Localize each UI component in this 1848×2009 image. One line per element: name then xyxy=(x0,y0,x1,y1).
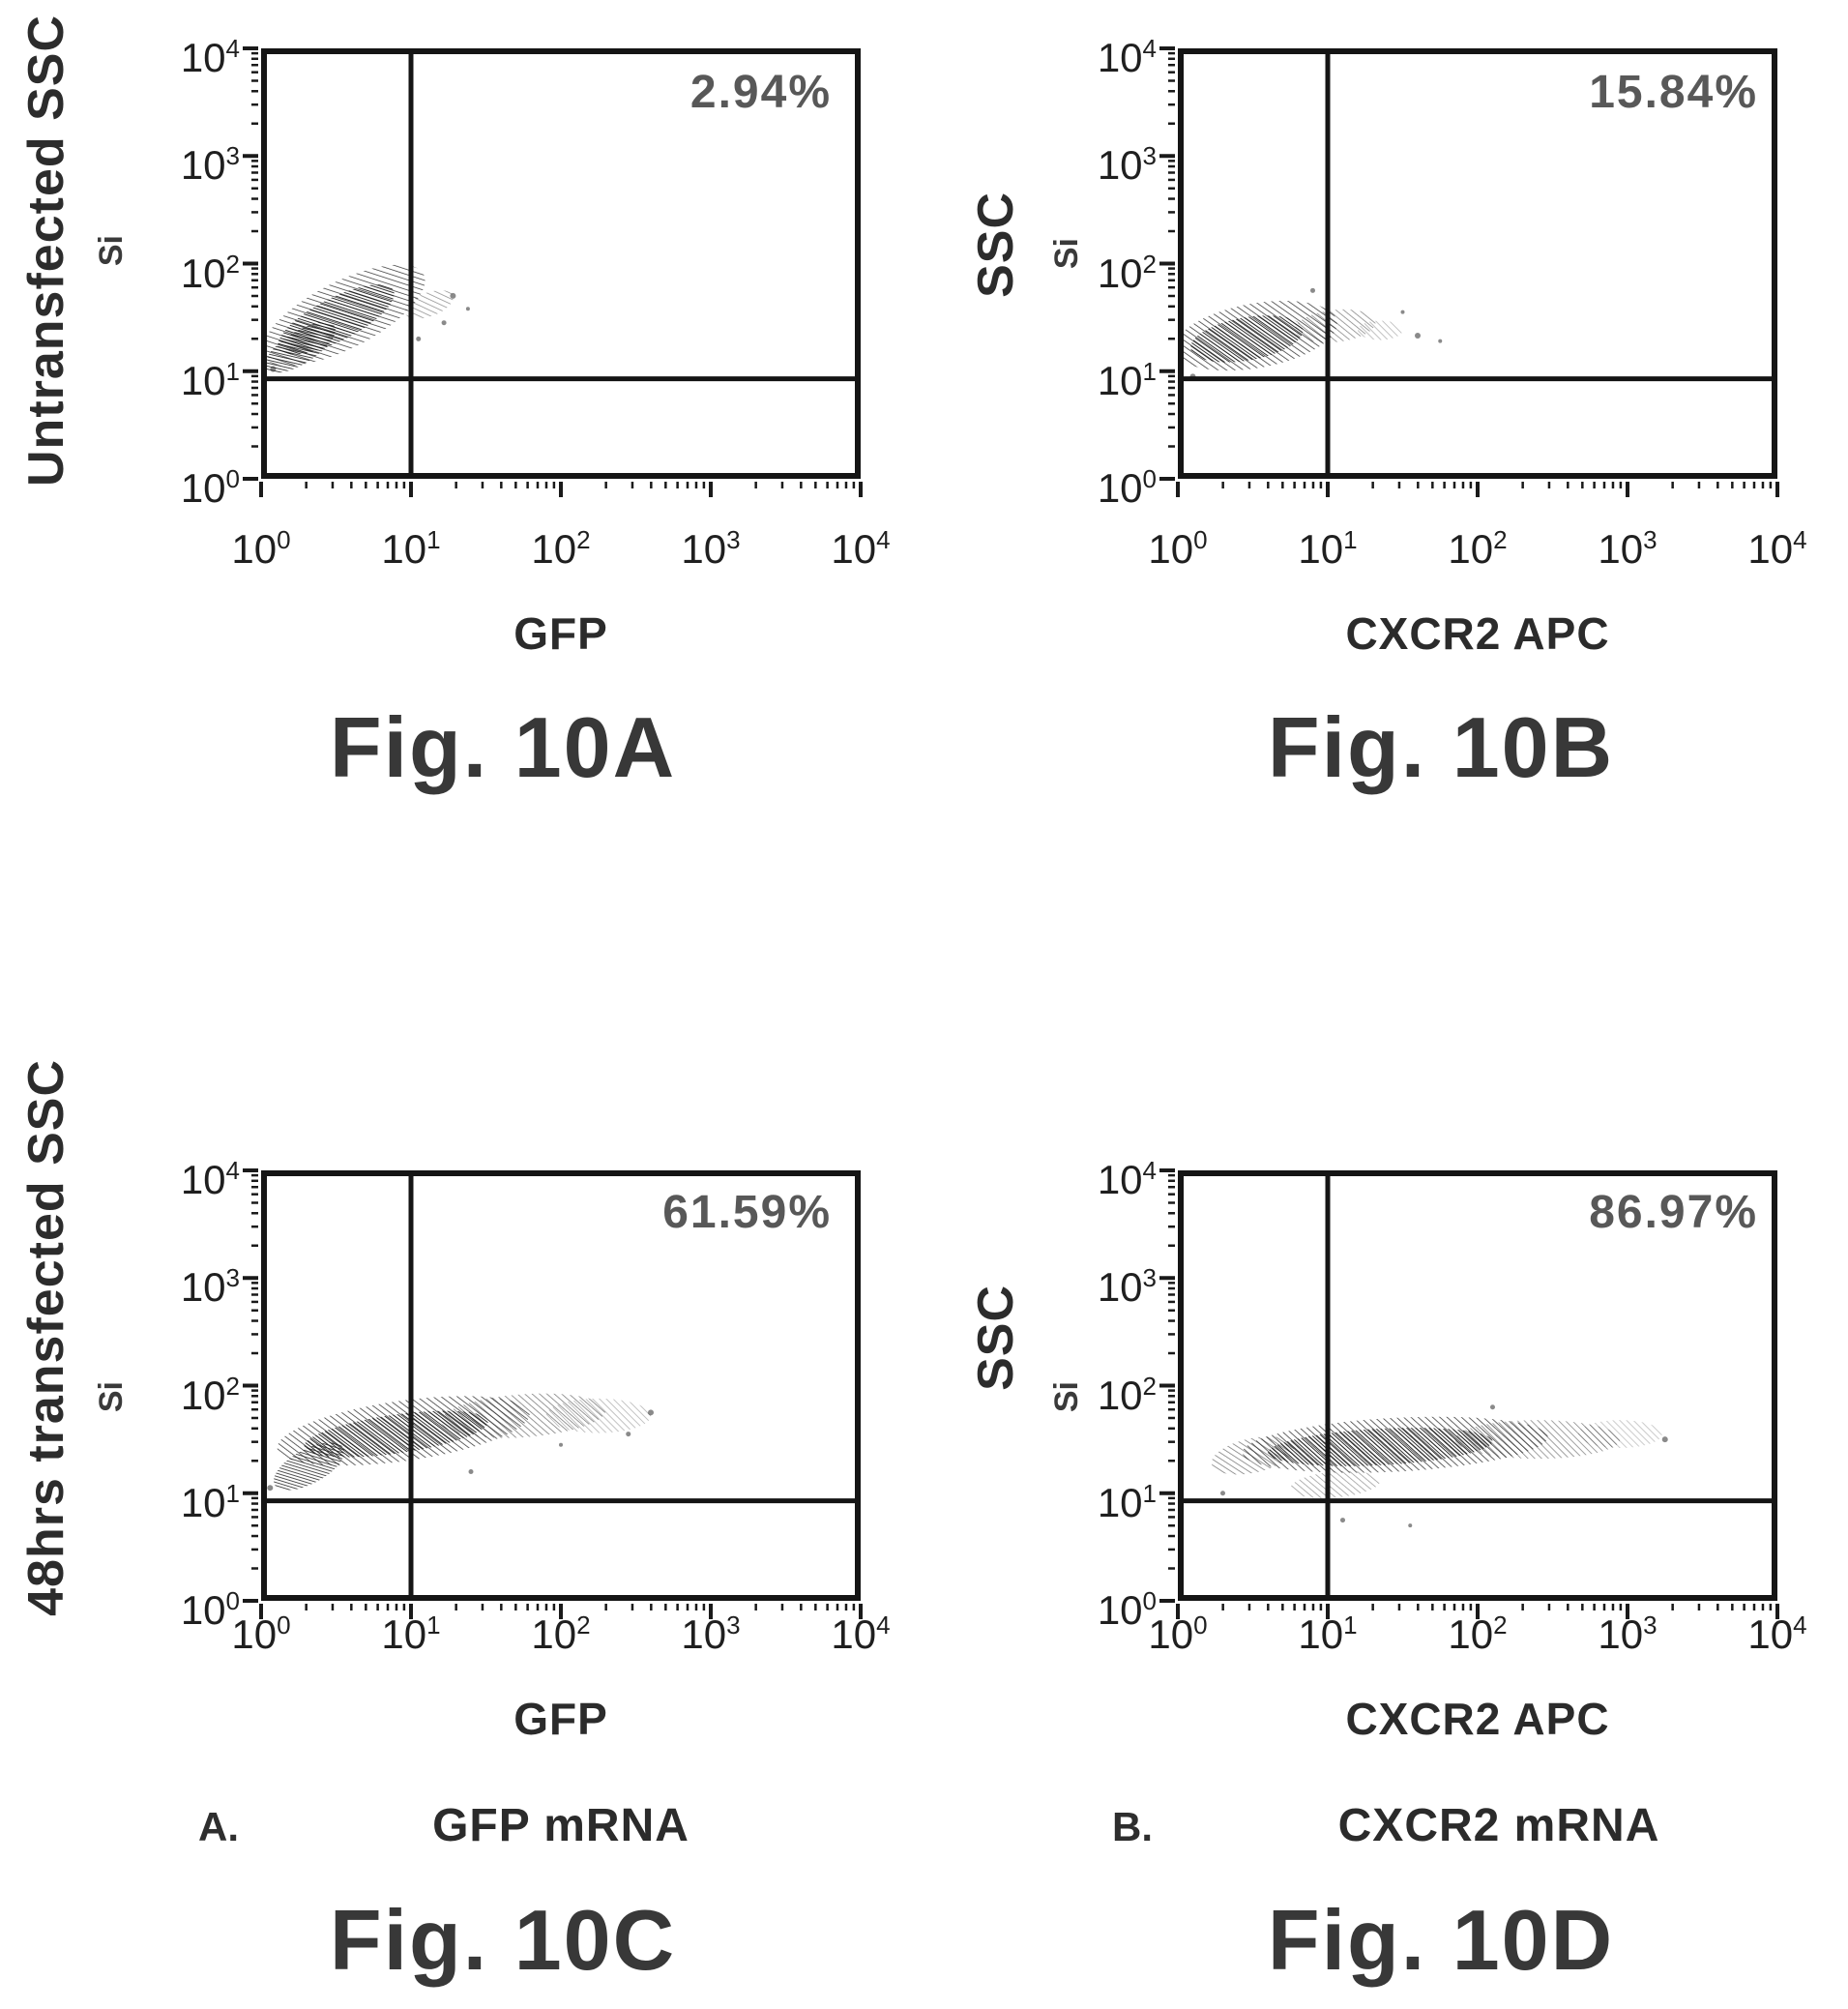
x-tick-label: 102 xyxy=(1448,1610,1508,1657)
x-tick-label: 104 xyxy=(1747,1610,1807,1657)
x-axis-label: GFP xyxy=(513,608,608,659)
x-tick-label: 103 xyxy=(681,525,741,572)
y-axis-tick-labels: 100 101 102 103 104 xyxy=(1031,34,1157,511)
y-tick-label: 102 xyxy=(180,1371,240,1418)
figure-caption: Fig. 10A xyxy=(329,699,677,795)
x-tick-label: 101 xyxy=(1298,1610,1358,1657)
y-axis-outer-label: Untransfected SSC xyxy=(18,15,74,487)
x-tick-label: 100 xyxy=(231,1610,291,1657)
x-axis-tick-labels: 100 101 102 103 104 xyxy=(1148,1610,1806,1669)
x-axis-tick-labels: 100 101 102 103 104 xyxy=(231,525,890,583)
scatter-plot-10B xyxy=(1159,46,1779,497)
x-tick-label: 103 xyxy=(1598,1610,1657,1657)
y-tick-label: 100 xyxy=(180,1586,240,1633)
y-tick-label: 101 xyxy=(180,1478,240,1525)
x-tick-label: 103 xyxy=(1598,525,1657,572)
y-tick-label: 104 xyxy=(1097,1156,1157,1202)
x-tick-label: 104 xyxy=(831,1610,891,1657)
panel-letter-label: B. xyxy=(1112,1804,1153,1849)
y-axis-outer-label: SSC xyxy=(968,1285,1024,1391)
scatter-plot-10C xyxy=(243,1168,863,1619)
y-tick-label: 103 xyxy=(180,1263,240,1311)
y-tick-label: 102 xyxy=(180,249,240,296)
x-tick-label: 102 xyxy=(1448,525,1508,572)
y-axis-tick-labels: 100 101 102 103 104 xyxy=(114,1156,240,1633)
x-tick-label: 103 xyxy=(681,1610,741,1657)
x-tick-label: 100 xyxy=(1148,1610,1208,1657)
y-tick-label: 103 xyxy=(1097,1263,1157,1311)
x-tick-label: 102 xyxy=(531,525,591,572)
x-axis-label: GFP xyxy=(513,1694,608,1744)
x-tick-label: 104 xyxy=(831,525,891,572)
x-axis-label: CXCR2 APC xyxy=(1345,608,1610,659)
scatter-plot-10A xyxy=(243,46,863,497)
y-tick-label: 104 xyxy=(180,1156,240,1202)
scatter-plot-10D xyxy=(1159,1168,1779,1619)
y-tick-label: 100 xyxy=(180,464,240,511)
gate-percentage: 2.94% xyxy=(689,67,832,118)
y-tick-label: 101 xyxy=(1097,356,1157,403)
panel-sub-label: CXCR2 mRNA xyxy=(1337,1800,1660,1851)
panel-sub-label: GFP mRNA xyxy=(432,1800,689,1851)
x-tick-label: 100 xyxy=(1148,525,1208,572)
y-tick-label: 104 xyxy=(1097,34,1157,80)
x-tick-label: 100 xyxy=(231,525,291,572)
x-tick-label: 101 xyxy=(381,1610,441,1657)
x-axis-tick-labels: 100 101 102 103 104 xyxy=(231,1610,890,1669)
gate-percentage: 61.59% xyxy=(662,1187,832,1238)
y-tick-label: 102 xyxy=(1097,1371,1157,1418)
x-tick-label: 101 xyxy=(1298,525,1358,572)
y-axis-outer-label: 48hrs transfected SSC xyxy=(18,1059,74,1616)
y-tick-label: 101 xyxy=(180,356,240,403)
figure-caption: Fig. 10D xyxy=(1267,1892,1615,1988)
x-tick-label: 104 xyxy=(1747,525,1807,572)
y-tick-label: 101 xyxy=(1097,1478,1157,1525)
figure-caption: Fig. 10C xyxy=(329,1892,677,1988)
x-axis-label: CXCR2 APC xyxy=(1345,1694,1610,1744)
y-axis-tick-labels: 100 101 102 103 104 xyxy=(114,34,240,511)
x-axis-tick-labels: 100 101 102 103 104 xyxy=(1148,525,1806,583)
x-tick-label: 101 xyxy=(381,525,441,572)
y-tick-label: 103 xyxy=(1097,141,1157,189)
y-tick-label: 104 xyxy=(180,34,240,80)
gate-percentage: 86.97% xyxy=(1589,1187,1758,1238)
figure-caption: Fig. 10B xyxy=(1267,699,1615,795)
gate-percentage: 15.84% xyxy=(1589,67,1758,118)
y-tick-label: 100 xyxy=(1097,464,1157,511)
y-tick-label: 103 xyxy=(180,141,240,189)
y-axis-outer-label: SSC xyxy=(968,192,1024,298)
panel-letter-label: A. xyxy=(198,1804,239,1849)
x-tick-label: 102 xyxy=(531,1610,591,1657)
y-tick-label: 102 xyxy=(1097,249,1157,296)
y-tick-label: 100 xyxy=(1097,1586,1157,1633)
y-axis-tick-labels: 100 101 102 103 104 xyxy=(1031,1156,1157,1633)
